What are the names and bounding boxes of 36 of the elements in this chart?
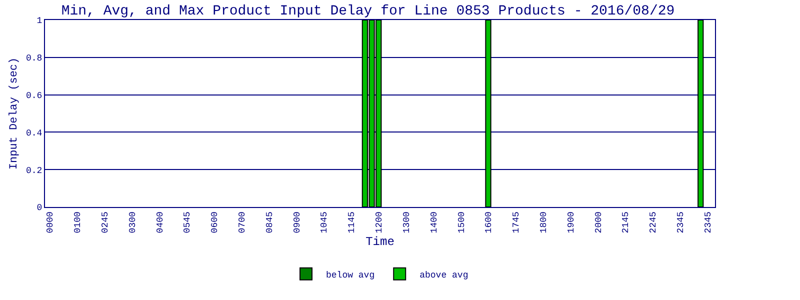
x-tick-label: 2245 — [648, 212, 659, 234]
x-tick-label: 1300 — [402, 212, 412, 234]
x-axis-title: Time — [366, 235, 394, 250]
y-tick-label: 0.8 — [26, 54, 42, 64]
x-tick-label: 1400 — [429, 212, 440, 234]
y-tick-label: 0.2 — [26, 166, 42, 176]
chart-title: Min, Avg, and Max Product Input Delay for Line 0853 Products - 2016/08/29 — [61, 3, 675, 20]
x-tick-label: 0400 — [155, 212, 166, 234]
x-tick-label: 2345 — [703, 212, 714, 234]
x-tick-label: 2145 — [621, 212, 632, 234]
x-tick-label: 0100 — [73, 212, 84, 234]
y-tick-label: 0.4 — [26, 128, 42, 138]
x-tick-label: 2345 — [676, 212, 686, 234]
legend-label: above avg — [420, 270, 468, 280]
x-tick-label: 0000 — [46, 212, 56, 234]
x-tick-label: 2000 — [594, 212, 604, 234]
legend-label: below avg — [326, 270, 375, 280]
x-tick-label: 0900 — [292, 212, 302, 234]
y-tick-label: 0.6 — [26, 90, 42, 101]
x-tick-label: 0300 — [128, 212, 138, 234]
y-tick-label: 0 — [36, 203, 42, 214]
x-tick-label: 1200 — [374, 212, 385, 234]
x-tick-label: 1800 — [538, 212, 549, 234]
x-tick-label: 0600 — [210, 212, 220, 234]
x-tick-label: 1600 — [484, 212, 494, 234]
x-tick-label: 1900 — [566, 212, 576, 234]
y-axis-title: Input Delay (sec) — [8, 57, 21, 170]
x-tick-label: 1145 — [347, 212, 358, 234]
x-tick-label: 1045 — [320, 212, 330, 234]
x-tick-label: 0845 — [264, 212, 275, 234]
x-tick-label: 1500 — [456, 212, 467, 234]
y-tick-label: 1 — [36, 16, 42, 26]
x-tick-label: 0245 — [100, 212, 111, 234]
x-tick-label: 1745 — [512, 212, 522, 234]
x-tick-label: 0700 — [238, 212, 248, 234]
x-tick-label: 0545 — [182, 212, 193, 234]
